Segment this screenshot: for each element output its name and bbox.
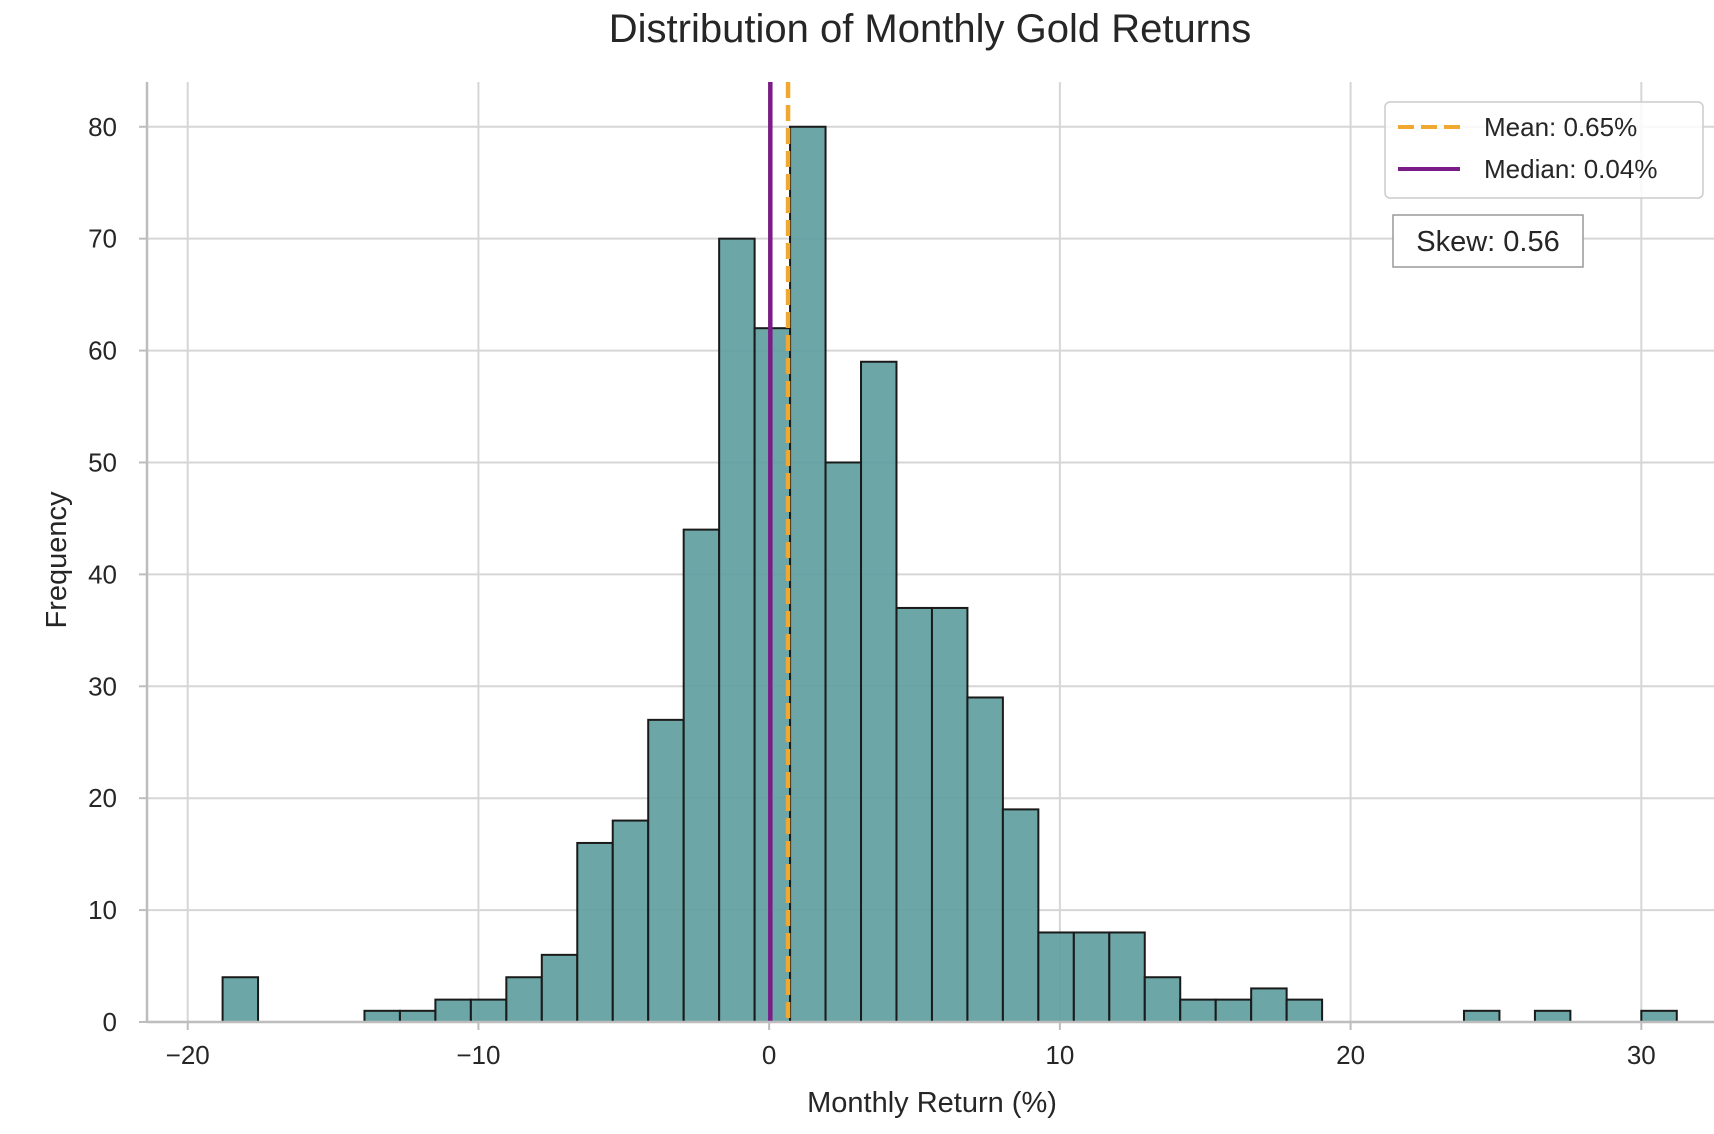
y-tick-label: 70 <box>88 224 117 254</box>
chart-title: Distribution of Monthly Gold Returns <box>609 7 1252 51</box>
histogram-bar <box>860 360 898 1023</box>
y-tick-label: 50 <box>88 447 117 477</box>
histogram-bar <box>1037 931 1075 1024</box>
x-axis-label: Monthly Return (%) <box>807 1087 1057 1119</box>
histogram-bar <box>966 696 1004 1023</box>
histogram-bar <box>682 528 721 1023</box>
histogram-bar <box>647 718 685 1023</box>
histogram-bar <box>1533 1009 1572 1023</box>
histogram-bar <box>434 998 472 1023</box>
y-tick-label: 30 <box>88 671 117 701</box>
histogram-bar <box>1001 808 1040 1024</box>
y-tick-label: 0 <box>103 1007 117 1037</box>
histogram-bar <box>930 606 969 1023</box>
y-axis-label: Frequency <box>41 491 73 629</box>
histogram-bar <box>611 819 650 1023</box>
histogram-bar <box>1108 931 1146 1024</box>
histogram-bar <box>1285 998 1324 1023</box>
y-axis-ticks: 0 10 20 30 40 50 60 70 80 <box>88 112 147 1037</box>
histogram-bar <box>540 953 579 1023</box>
x-tick-label: 20 <box>1336 1040 1365 1070</box>
legend: Mean: 0.65% Median: 0.04% <box>1384 101 1704 199</box>
histogram-bar <box>1072 931 1111 1024</box>
legend-box <box>1384 101 1704 199</box>
legend-mean-label: Mean: 0.65% <box>1484 112 1637 142</box>
skew-text: Skew: 0.56 <box>1416 226 1559 258</box>
histogram-bar <box>1179 998 1217 1023</box>
histogram-bar <box>576 841 614 1024</box>
histogram-bar <box>398 1009 437 1023</box>
y-tick-label: 40 <box>88 559 117 589</box>
legend-median-label: Median: 0.04% <box>1484 154 1657 184</box>
reference-lines <box>768 82 791 1022</box>
skew-annotation: Skew: 0.56 <box>1392 214 1584 268</box>
histogram-bar <box>824 461 863 1023</box>
x-tick-label: 10 <box>1045 1040 1074 1070</box>
histogram-bar <box>469 998 508 1023</box>
histogram-bar <box>1462 1009 1501 1023</box>
x-axis-ticks: −20 −10 0 10 20 30 <box>166 1022 1656 1070</box>
skew-box <box>1392 214 1584 268</box>
y-tick-label: 80 <box>88 112 117 142</box>
histogram-bar <box>895 606 933 1023</box>
x-tick-label: 0 <box>762 1040 776 1070</box>
histogram-bar <box>718 237 756 1023</box>
histogram-bar <box>789 125 827 1023</box>
x-tick-label: −20 <box>166 1040 210 1070</box>
x-tick-label: 30 <box>1627 1040 1656 1070</box>
y-tick-label: 60 <box>88 336 117 366</box>
histogram-bar <box>1143 976 1182 1024</box>
y-tick-label: 20 <box>88 783 117 813</box>
histogram-bar <box>363 1009 401 1023</box>
histogram-bar <box>1250 987 1288 1024</box>
histogram-bar <box>221 976 260 1024</box>
histogram-bar <box>1214 998 1253 1023</box>
x-tick-label: −10 <box>456 1040 500 1070</box>
histogram-bar <box>1640 1009 1678 1023</box>
histogram-bar <box>505 976 543 1024</box>
y-tick-label: 10 <box>88 895 117 925</box>
